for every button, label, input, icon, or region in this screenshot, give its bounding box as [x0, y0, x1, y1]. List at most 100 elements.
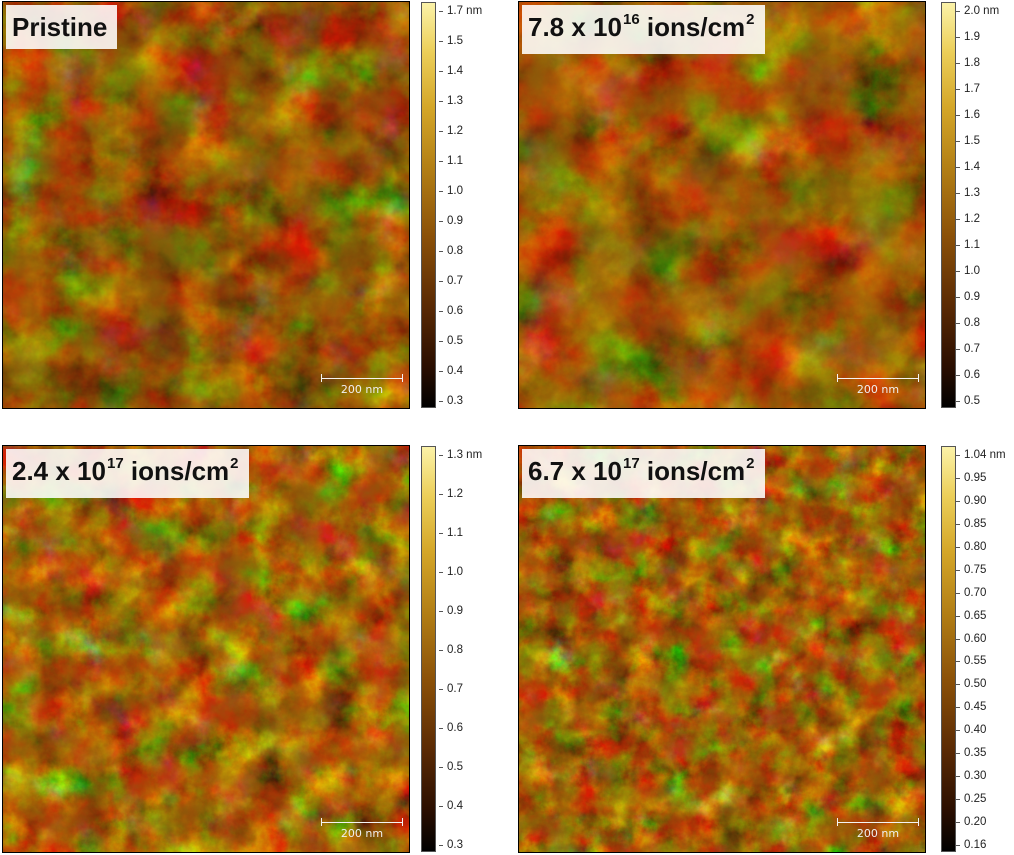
colorbar-tick-label: 0.5 — [439, 335, 463, 347]
colorbar-tick-label: 1.5 — [956, 135, 980, 147]
scale-bar: 200 nm — [321, 818, 403, 844]
panel-label-unit: ions/cm — [639, 456, 746, 486]
colorbar-tick-label: 0.80 — [955, 540, 987, 553]
colorbar-tick-label: 0.60 — [955, 632, 987, 645]
colorbar-tick-label: 0.6 — [439, 305, 463, 317]
afm-topography-map — [3, 2, 409, 408]
panel-label-exponent: 17 — [106, 455, 124, 472]
panel-label-unit-exponent: 2 — [746, 11, 755, 28]
scale-bar-label: 200 nm — [340, 827, 384, 840]
colorbar-tick-label: 0.75 — [955, 563, 987, 576]
scale-bar: 200 nm — [321, 374, 403, 400]
colorbar-tick-label: 0.8 — [956, 317, 980, 329]
colorbar-tick-label: 0.20 — [955, 816, 987, 829]
colorbar-tick-label: 1.1 — [956, 239, 980, 251]
panel-label-text: 7.8 x 10 — [528, 12, 622, 42]
scale-bar-label: 200 nm — [856, 383, 900, 396]
afm-image-pristine: Pristine 200 nm — [2, 1, 410, 409]
colorbar-tick-label: 0.7 — [956, 343, 980, 355]
colorbar-tick-label: 1.2 — [956, 213, 980, 225]
scale-bar-label: 200 nm — [856, 827, 900, 840]
colorbar — [941, 2, 956, 408]
colorbar-tick-label: 1.0 — [956, 265, 980, 277]
colorbar-tick-label: 0.4 — [439, 800, 463, 812]
colorbar-tick-label: 0.65 — [955, 609, 987, 622]
colorbar-tick-label: 1.4 — [956, 161, 980, 173]
panel-label-text: 6.7 x 10 — [528, 456, 622, 486]
colorbar-tick-label: 0.70 — [955, 586, 987, 599]
colorbar-tick-label: 1.2 — [439, 488, 463, 500]
panel-label-text: Pristine — [12, 12, 108, 42]
colorbar-tick-label: 0.30 — [955, 770, 987, 783]
colorbar-tick-label: 1.3 — [439, 95, 463, 107]
panel-label: Pristine — [6, 5, 118, 49]
colorbar-tick-label: 1.04 nm — [956, 449, 1006, 461]
colorbar-ticks: 2.0 nm 1.9 1.8 1.7 1.6 1.5 1.4 1.3 1.2 1.1 1.0 0.9 0… — [955, 2, 1014, 408]
colorbar-tick-label: 0.6 — [956, 369, 980, 381]
panel-label-exponent: 16 — [622, 11, 640, 28]
colorbar-tick-label: 1.9 — [956, 31, 980, 43]
colorbar-tick-label: 1.3 nm — [438, 449, 483, 461]
colorbar — [941, 446, 956, 852]
panel-label-unit-exponent: 2 — [746, 455, 755, 472]
afm-image-7-8e16: 7.8 x 1016 ions/cm2 200 nm — [518, 1, 926, 409]
scale-bar-label: 200 nm — [340, 383, 384, 396]
colorbar-tick-label: 1.8 — [956, 57, 980, 69]
colorbar-tick-label: 0.3 — [439, 395, 463, 407]
colorbar-tick-label: 1.2 — [439, 125, 463, 137]
colorbar-tick-label: 0.5 — [956, 395, 980, 407]
colorbar-tick-label: 0.8 — [439, 245, 463, 257]
afm-topography-map — [3, 446, 409, 852]
afm-topography-map — [519, 2, 925, 408]
colorbar-tick-label: 0.3 — [439, 839, 463, 851]
panel-label: 2.4 x 1017 ions/cm2 — [6, 449, 249, 498]
colorbar-tick-label: 1.0 — [439, 185, 463, 197]
panel-label-unit-exponent: 2 — [230, 455, 239, 472]
colorbar-tick-label: 0.35 — [955, 747, 987, 760]
colorbar-tick-label: 0.16 — [955, 839, 987, 851]
colorbar-tick-label: 0.45 — [955, 701, 987, 714]
afm-image-2-4e17: 2.4 x 1017 ions/cm2 200 nm — [2, 445, 410, 853]
colorbar-tick-label: 0.55 — [955, 655, 987, 668]
colorbar-tick-label: 0.25 — [955, 793, 987, 806]
colorbar — [421, 2, 436, 408]
colorbar-tick-label: 0.95 — [955, 471, 987, 484]
colorbar-tick-label: 1.6 — [956, 109, 980, 121]
panel-label-text: 2.4 x 10 — [12, 456, 106, 486]
colorbar-tick-label: 2.0 nm — [955, 5, 1000, 17]
colorbar-tick-label: 1.7 nm — [438, 5, 483, 17]
colorbar-ticks: 1.04 nm 0.95 0.90 0.85 0.80 0.75 0.70 0.65 0.60 0… — [955, 446, 1014, 852]
colorbar-ticks: 1.7 nm 1.5 1.4 1.3 1.2 1.1 1.0 0.9 0.8 0.7 0.6 0.5 0… — [438, 2, 537, 408]
colorbar-tick-label: 1.4 — [439, 65, 463, 77]
colorbar-tick-label: 0.7 — [439, 275, 463, 287]
colorbar-tick-label: 0.7 — [439, 683, 463, 695]
panel-label-unit: ions/cm — [123, 456, 230, 486]
panel-label-exponent: 17 — [622, 455, 640, 472]
scale-bar-line — [321, 374, 403, 382]
colorbar-tick-label: 0.50 — [955, 678, 987, 691]
scale-bar-line — [837, 374, 919, 382]
colorbar-tick-label: 0.9 — [956, 291, 980, 303]
scale-bar: 200 nm — [837, 818, 919, 844]
colorbar-tick-label: 1.3 — [956, 187, 980, 199]
colorbar-tick-label: 1.1 — [439, 155, 463, 167]
colorbar-tick-label: 0.85 — [955, 517, 987, 530]
colorbar-tick-label: 0.9 — [439, 215, 463, 227]
panel-label: 7.8 x 1016 ions/cm2 — [522, 5, 765, 54]
afm-image-6-7e17: 6.7 x 1017 ions/cm2 200 nm — [518, 445, 926, 853]
colorbar-tick-label: 0.9 — [439, 605, 463, 617]
colorbar — [421, 446, 436, 852]
afm-topography-map — [519, 446, 925, 852]
colorbar-tick-label: 1.0 — [439, 566, 463, 578]
panel-label-unit: ions/cm — [639, 12, 746, 42]
colorbar-tick-label: 0.8 — [439, 644, 463, 656]
colorbar-tick-label: 0.90 — [955, 494, 987, 507]
colorbar-tick-label: 1.1 — [439, 527, 463, 539]
colorbar-tick-label: 1.7 — [956, 83, 980, 95]
colorbar-tick-label: 0.4 — [439, 365, 463, 377]
colorbar-tick-label: 0.40 — [955, 724, 987, 737]
colorbar-tick-label: 0.5 — [439, 761, 463, 773]
scale-bar-line — [837, 818, 919, 826]
scale-bar: 200 nm — [837, 374, 919, 400]
colorbar-ticks: 1.3 nm 1.2 1.1 1.0 0.9 0.8 0.7 0.6 0.5 0.4 0.3 — [438, 446, 537, 852]
